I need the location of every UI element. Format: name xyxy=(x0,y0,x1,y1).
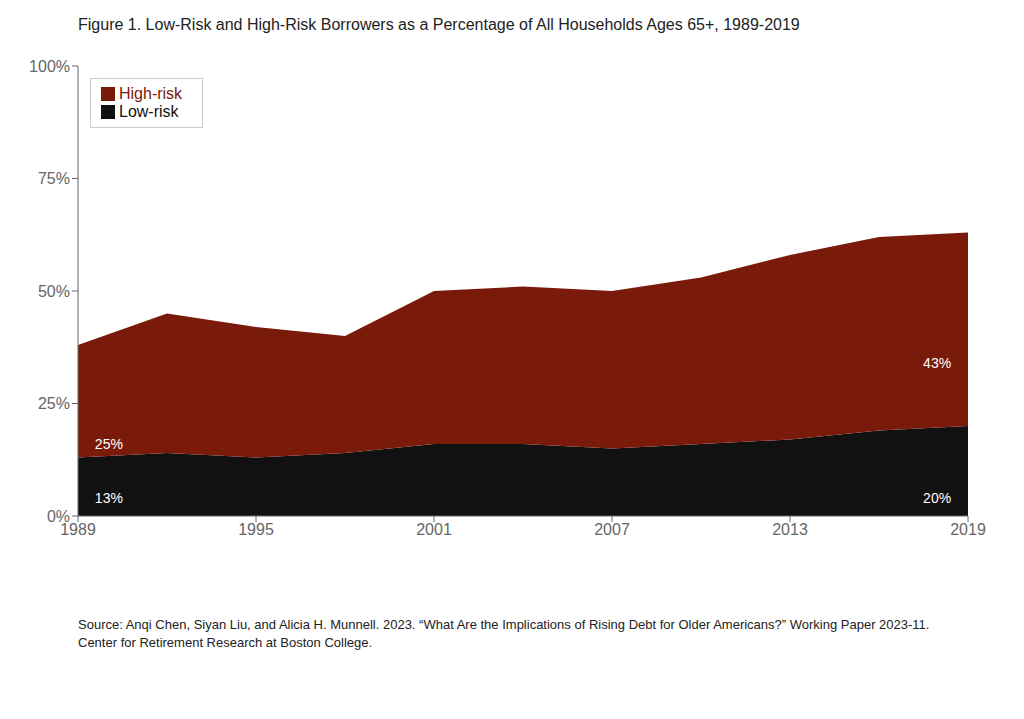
svg-text:0%: 0% xyxy=(47,507,70,524)
svg-text:25%: 25% xyxy=(95,436,123,452)
svg-text:2019: 2019 xyxy=(950,521,986,538)
svg-text:2007: 2007 xyxy=(594,521,630,538)
svg-text:13%: 13% xyxy=(95,490,123,506)
svg-text:100%: 100% xyxy=(29,57,70,74)
html-text:Low-risk: Low-risk xyxy=(119,102,179,120)
svg-text:50%: 50% xyxy=(38,282,70,299)
html-text:Figure 1. Low-Risk and High-Ri: Figure 1. Low-Risk and High-Risk Borrowe… xyxy=(78,16,800,33)
svg-text:1995: 1995 xyxy=(238,521,274,538)
svg-text:25%: 25% xyxy=(38,395,70,412)
svg-text:2013: 2013 xyxy=(772,521,808,538)
html-text:Source: Anqi Chen, Siyan Liu,: Source: Anqi Chen, Siyan Liu, and Alicia… xyxy=(78,616,930,650)
svg-text:2001: 2001 xyxy=(416,521,452,538)
svg-text:1989: 1989 xyxy=(60,521,96,538)
svg-text:20%: 20% xyxy=(923,490,951,506)
svg-text:43%: 43% xyxy=(923,355,951,371)
html-text:High-risk: High-risk xyxy=(119,84,183,102)
svg-text:75%: 75% xyxy=(38,170,70,187)
